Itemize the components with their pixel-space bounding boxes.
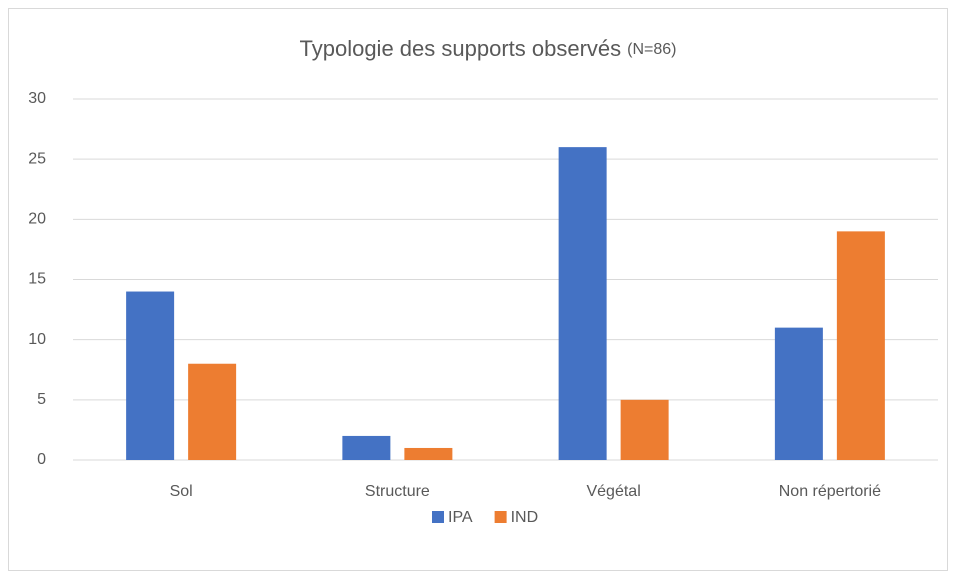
legend-swatch: [494, 511, 507, 523]
bar: [836, 231, 885, 460]
chart-frame: [8, 8, 948, 571]
x-tick-label: Végétal: [586, 483, 640, 500]
bar: [188, 363, 237, 460]
x-tick-label: Structure: [365, 483, 430, 500]
bar: [558, 147, 607, 460]
y-tick-label: 0: [37, 451, 46, 468]
y-tick-label: 10: [28, 331, 46, 348]
bar: [620, 399, 669, 460]
y-tick-label: 15: [28, 271, 46, 288]
legend-swatch: [432, 511, 444, 523]
chart-title-group: Typologie des supports observés (N=86): [300, 36, 677, 61]
x-tick-label: Non répertorié: [779, 483, 881, 500]
y-tick-label: 5: [37, 391, 46, 408]
bar: [774, 327, 823, 460]
y-tick-label: 20: [28, 211, 46, 228]
bar: [126, 291, 175, 460]
legend-label: IND: [511, 509, 539, 526]
x-tick-label: Sol: [170, 483, 193, 500]
y-tick-label: 25: [28, 150, 46, 167]
legend-label: IPA: [448, 509, 473, 526]
bar: [404, 447, 453, 460]
chart-title-note: (N=86): [627, 41, 676, 58]
bar: [342, 435, 391, 460]
chart-title: Typologie des supports observés: [300, 36, 622, 61]
y-tick-label: 30: [28, 90, 46, 107]
